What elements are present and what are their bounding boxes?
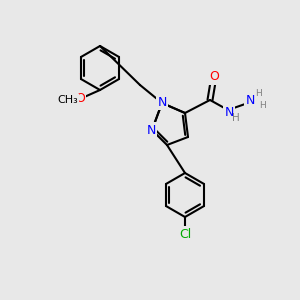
Text: N: N xyxy=(146,124,156,136)
Text: H: H xyxy=(256,89,262,98)
Text: O: O xyxy=(75,92,85,104)
Text: N: N xyxy=(157,95,167,109)
Text: N: N xyxy=(245,94,255,107)
Text: H: H xyxy=(232,113,240,123)
Text: O: O xyxy=(209,70,219,83)
Text: CH₃: CH₃ xyxy=(58,95,78,105)
Text: H: H xyxy=(259,100,266,109)
Text: Cl: Cl xyxy=(179,227,191,241)
Text: N: N xyxy=(224,106,234,118)
